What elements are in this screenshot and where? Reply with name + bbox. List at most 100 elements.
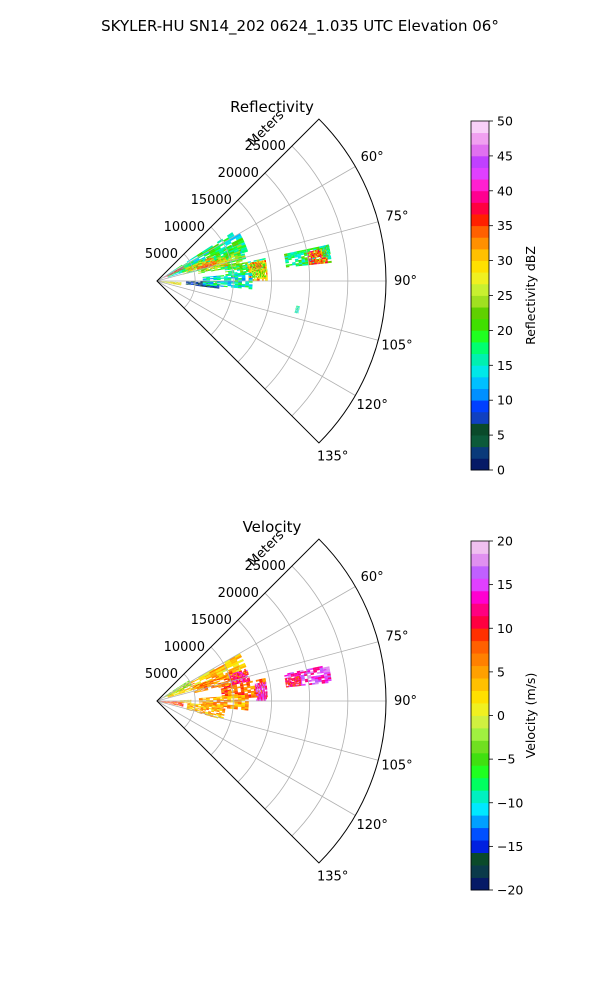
return-cell-7 bbox=[262, 274, 264, 276]
colorbar-tick-label: 0 bbox=[497, 708, 505, 723]
polar-grid bbox=[156, 565, 386, 837]
return-cell-1 bbox=[214, 250, 220, 255]
return-cell-14 bbox=[168, 275, 171, 276]
return-cell-7 bbox=[258, 268, 260, 271]
return-cell-4 bbox=[265, 681, 267, 684]
return-cell-16 bbox=[325, 252, 327, 254]
return-cell-12 bbox=[195, 282, 199, 284]
return-cell-16 bbox=[322, 248, 324, 250]
return-cell-9 bbox=[308, 251, 310, 253]
return-cell-9 bbox=[174, 702, 177, 704]
return-cell-7 bbox=[291, 682, 293, 685]
return-cell-8 bbox=[287, 255, 292, 258]
return-cell-1 bbox=[174, 688, 177, 691]
return-cell-8 bbox=[309, 247, 314, 251]
return-cell-3 bbox=[244, 689, 248, 692]
return-cell-4 bbox=[259, 688, 261, 691]
return-cell-9 bbox=[319, 250, 321, 253]
return-cell-11 bbox=[202, 267, 205, 269]
colorbar-swatch bbox=[471, 553, 489, 567]
return-cell-6 bbox=[213, 267, 216, 269]
return-cell-4 bbox=[260, 682, 262, 685]
return-cell-5 bbox=[233, 676, 236, 678]
return-cell-7 bbox=[295, 683, 297, 685]
return-cell-3 bbox=[240, 688, 245, 691]
return-cell-7 bbox=[255, 270, 257, 273]
return-cell-16 bbox=[327, 252, 329, 254]
return-cell-5 bbox=[187, 267, 190, 269]
return-cell-4 bbox=[258, 686, 260, 689]
return-cell-7 bbox=[299, 680, 301, 683]
return-cell-14 bbox=[173, 271, 176, 273]
return-cell-3 bbox=[247, 694, 252, 697]
range-tick-label: 5000 bbox=[145, 667, 178, 682]
return-cell-5 bbox=[196, 268, 200, 270]
return-cell-8 bbox=[206, 699, 210, 701]
return-cell-1 bbox=[165, 695, 168, 697]
return-cell-8 bbox=[213, 702, 217, 705]
return-cell-4 bbox=[263, 697, 265, 700]
return-cell-1 bbox=[169, 693, 172, 695]
return-cell-0 bbox=[233, 665, 241, 670]
return-cell-6 bbox=[322, 666, 327, 670]
return-cell-10 bbox=[211, 708, 215, 710]
return-cell-9 bbox=[324, 260, 327, 262]
return-cell-7 bbox=[298, 684, 301, 687]
return-cell-2 bbox=[224, 683, 229, 686]
return-cell-16 bbox=[321, 245, 323, 248]
return-cell-14 bbox=[172, 272, 175, 274]
return-cell-2 bbox=[194, 691, 198, 694]
return-cell-6 bbox=[327, 673, 331, 676]
return-cell-13 bbox=[227, 284, 232, 287]
return-cell-0 bbox=[234, 233, 242, 239]
range-tick-label: 15000 bbox=[191, 613, 232, 628]
return-cell-4 bbox=[258, 682, 260, 685]
sector-frame bbox=[156, 118, 387, 444]
return-cell-1 bbox=[189, 684, 192, 687]
return-cell-10 bbox=[189, 706, 193, 709]
return-cell-13 bbox=[209, 283, 214, 285]
return-cell-2 bbox=[214, 258, 219, 261]
return-cell-2 bbox=[204, 270, 209, 272]
return-cell-4 bbox=[250, 269, 253, 273]
return-cell-7 bbox=[257, 268, 259, 271]
return-cell-5 bbox=[248, 677, 250, 679]
return-cell-9 bbox=[310, 257, 313, 260]
return-cell-10 bbox=[258, 265, 260, 266]
return-cell-7 bbox=[259, 268, 261, 271]
colorbar-swatch bbox=[471, 865, 489, 878]
return-cell-11 bbox=[213, 264, 215, 266]
return-cell-0 bbox=[231, 661, 239, 667]
return-cell-8 bbox=[288, 258, 292, 261]
return-cell-9 bbox=[319, 259, 321, 262]
return-cell-3 bbox=[227, 686, 231, 689]
return-cell-10 bbox=[256, 266, 258, 268]
return-cell-3 bbox=[228, 272, 232, 275]
return-cell-13 bbox=[227, 278, 232, 280]
return-cell-1 bbox=[175, 690, 178, 693]
return-cell-16 bbox=[325, 251, 326, 253]
return-cell-8 bbox=[234, 706, 238, 709]
return-cell-5 bbox=[203, 262, 207, 264]
return-cell-11 bbox=[208, 263, 211, 265]
return-cell-5 bbox=[212, 260, 215, 262]
return-cell-8 bbox=[241, 706, 246, 709]
return-cell-2 bbox=[231, 255, 235, 259]
return-cell-1 bbox=[167, 694, 170, 696]
return-cell-7 bbox=[254, 267, 256, 270]
colorbar-tick-label: 10 bbox=[497, 393, 513, 408]
return-cell-13 bbox=[245, 285, 249, 288]
return-cell-11 bbox=[199, 267, 202, 269]
return-cell-6 bbox=[313, 670, 318, 673]
return-cell-7 bbox=[286, 678, 288, 681]
return-cell-16 bbox=[321, 248, 323, 250]
return-cell-10 bbox=[206, 707, 210, 710]
return-cell-9 bbox=[310, 250, 313, 253]
return-cell-1 bbox=[215, 253, 221, 257]
return-cell-0 bbox=[173, 692, 180, 696]
return-cell-7 bbox=[299, 678, 301, 681]
return-cell-8 bbox=[205, 703, 210, 705]
return-cell-5 bbox=[185, 270, 189, 272]
return-cell-8 bbox=[237, 703, 242, 706]
return-cell-2 bbox=[236, 252, 241, 255]
